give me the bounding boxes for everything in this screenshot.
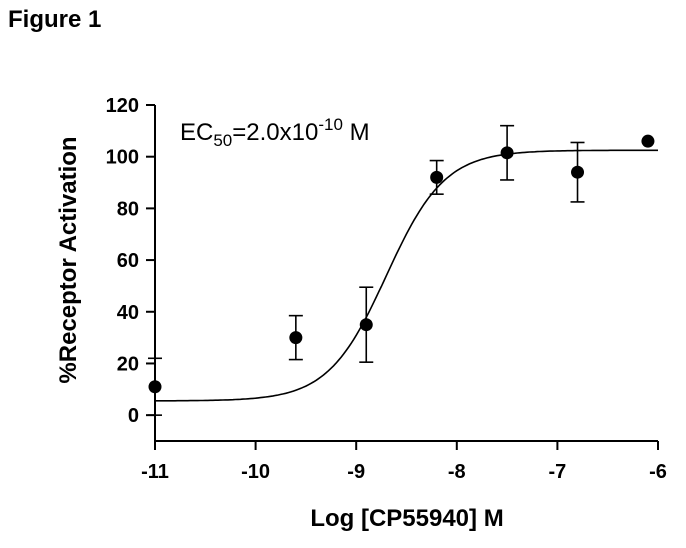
- annotation-unit: M: [343, 119, 370, 146]
- data-point: [289, 331, 303, 345]
- ec50-annotation: EC50=2.0x10-10 M: [180, 115, 370, 150]
- y-tick-label: 120: [106, 95, 139, 117]
- y-tick-label: 20: [117, 353, 139, 375]
- data-point: [430, 170, 444, 184]
- data-point: [500, 146, 514, 160]
- annotation-superscript: -10: [318, 115, 343, 134]
- y-tick-label: 80: [117, 198, 139, 220]
- axes: 0 20 40 60 80 100 120 -11 -10 -9 -8 -7 -6: [106, 95, 667, 483]
- y-tick-label: 100: [106, 147, 139, 169]
- x-tick-label: -7: [549, 461, 567, 483]
- y-tick-label: 0: [128, 405, 139, 427]
- x-tick-label: -8: [448, 461, 466, 483]
- y-tick-label: 60: [117, 250, 139, 272]
- fit-curve: [155, 149, 658, 402]
- annotation-base: EC: [180, 119, 213, 146]
- x-tick-label: -9: [347, 461, 365, 483]
- annotation-value: =2.0x10: [232, 119, 318, 146]
- fit-curve-group: [155, 149, 658, 402]
- x-tick-label: -10: [241, 461, 270, 483]
- data-points: [148, 124, 655, 416]
- y-axis-title: %Receptor Activation: [55, 136, 82, 383]
- annotation-subscript: 50: [213, 131, 232, 150]
- data-point: [148, 380, 162, 394]
- data-point: [571, 165, 585, 179]
- x-axis-title: Log [CP55940] M: [310, 505, 503, 532]
- y-tick-label: 40: [117, 302, 139, 324]
- data-point: [359, 318, 373, 332]
- figure-label: Figure 1: [8, 6, 102, 33]
- x-tick-label: -6: [649, 461, 667, 483]
- x-tick-label: -11: [141, 461, 169, 483]
- data-point: [641, 134, 655, 148]
